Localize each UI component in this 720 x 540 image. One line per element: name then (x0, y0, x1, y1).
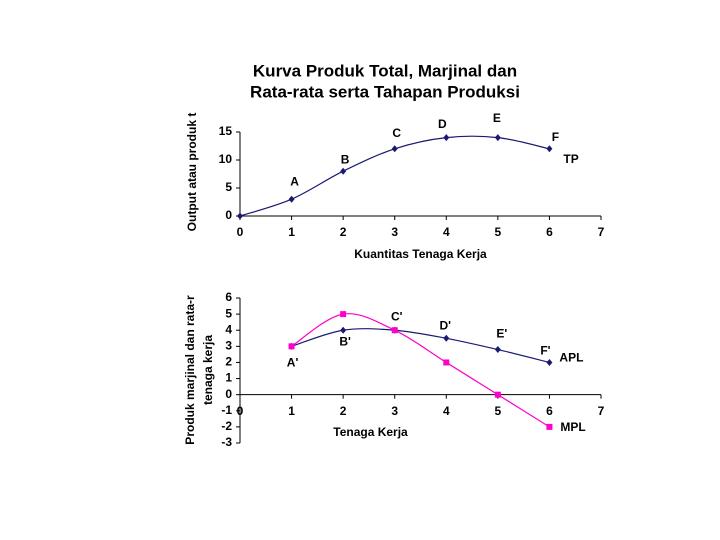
x-tick-label: 0 (237, 404, 244, 418)
x-tick-label: 6 (546, 404, 553, 418)
series-line (291, 328, 550, 364)
y-tick-label: 0 (225, 387, 232, 401)
x-tick-label: 0 (237, 225, 244, 239)
series-name: APL (559, 351, 583, 365)
point-label: F (552, 130, 559, 144)
point-label: A (290, 174, 299, 188)
x-tick-label: 5 (495, 225, 502, 239)
y-tick-label: 6 (225, 290, 232, 304)
marker (340, 311, 347, 318)
series-name: MPL (560, 420, 585, 434)
y-tick-label: 10 (219, 152, 233, 166)
x-axis-label: Kuantitas Tenaga Kerja (354, 247, 487, 261)
marker (288, 343, 295, 350)
marker (443, 134, 450, 142)
chart-title: Kurva Produk Total, Marjinal dan (253, 61, 517, 80)
y-tick-label: 5 (225, 306, 232, 320)
x-tick-label: 3 (391, 404, 398, 418)
y-axis-label: Output atau produk t (185, 113, 199, 232)
point-label: B' (339, 334, 351, 348)
y-tick-label: 2 (225, 355, 232, 369)
marker (443, 334, 450, 342)
marker (546, 358, 553, 366)
marker (340, 167, 347, 175)
x-tick-label: 7 (598, 225, 605, 239)
x-axis-label: Tenaga Kerja (333, 425, 408, 439)
x-tick-label: 2 (340, 225, 347, 239)
marker (494, 391, 501, 398)
x-tick-label: 3 (391, 225, 398, 239)
point-label: A' (287, 356, 299, 370)
point-label: F' (540, 344, 550, 358)
x-tick-label: 6 (546, 225, 553, 239)
x-tick-label: 4 (443, 404, 450, 418)
series-line (291, 313, 550, 428)
point-label: E (493, 111, 501, 125)
point-label: D' (440, 318, 452, 332)
marker (237, 212, 243, 220)
x-tick-label: 1 (288, 404, 295, 418)
point-label: E' (496, 327, 507, 341)
marker (494, 134, 501, 142)
point-label: B (341, 152, 350, 166)
point-label: D (438, 117, 447, 131)
marker (443, 359, 450, 366)
x-tick-label: 2 (340, 404, 347, 418)
x-tick-label: 7 (598, 404, 605, 418)
point-label: C' (391, 309, 403, 323)
y-tick-label: 0 (225, 208, 232, 222)
y-tick-label: -3 (221, 435, 232, 449)
chart-title: Rata-rata serta Tahapan Produksi (250, 82, 520, 101)
series-name: TP (563, 152, 578, 166)
y-tick-label: -1 (221, 403, 232, 417)
x-tick-label: 4 (443, 225, 450, 239)
y-tick-label: 5 (225, 180, 232, 194)
y-tick-label: 1 (225, 371, 232, 385)
marker (546, 423, 553, 430)
marker (340, 326, 347, 334)
marker (546, 145, 553, 153)
marker (391, 145, 398, 153)
x-tick-label: 5 (495, 404, 502, 418)
point-label: C (392, 126, 401, 140)
y-axis-label: tenaga kerja (201, 335, 215, 405)
y-tick-label: 3 (225, 339, 232, 353)
marker (288, 195, 295, 203)
y-axis-label: Produk marjinal dan rata-r (183, 295, 197, 445)
y-tick-label: 4 (225, 322, 232, 336)
marker (391, 327, 398, 334)
marker (494, 346, 501, 354)
x-tick-label: 1 (288, 225, 295, 239)
y-tick-label: 15 (219, 124, 233, 138)
y-tick-label: -2 (221, 419, 232, 433)
